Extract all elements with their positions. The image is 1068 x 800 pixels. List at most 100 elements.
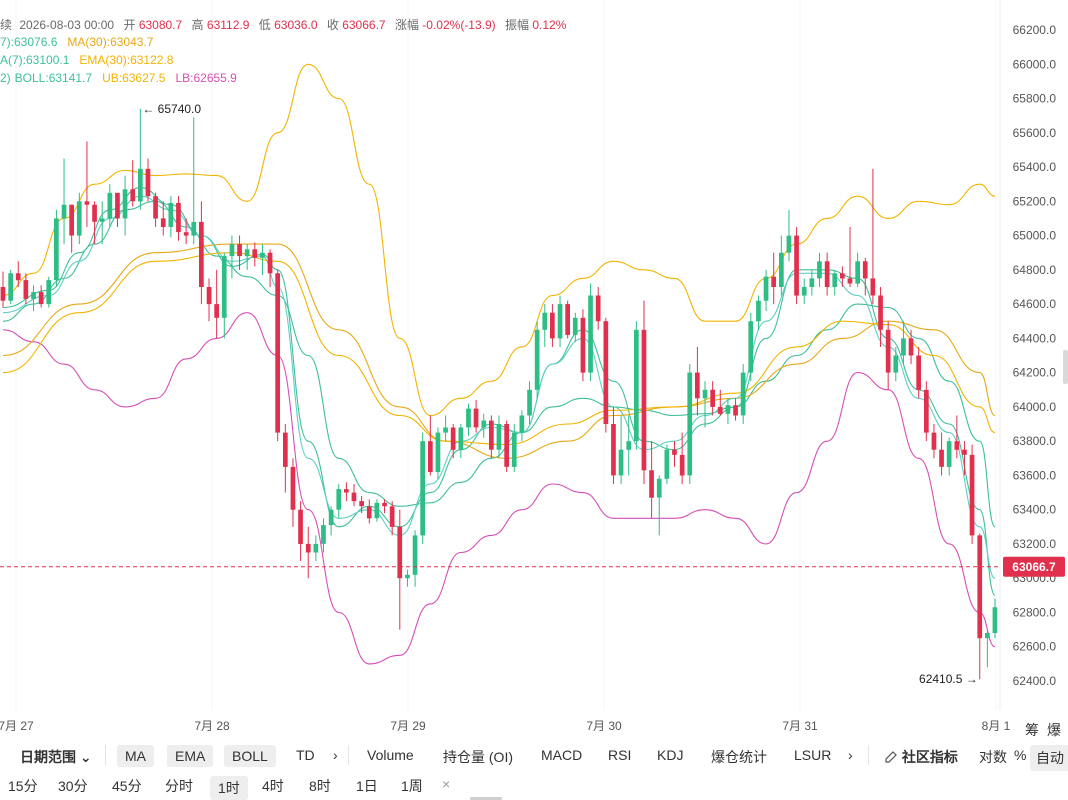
candle-body: [687, 372, 693, 476]
candle-down: [580, 309, 586, 382]
price-tick-label: 65200.0: [1013, 194, 1057, 208]
candle-body: [557, 304, 563, 339]
log-scale-toggle[interactable]: 对数: [979, 749, 1007, 765]
liquidation-button[interactable]: 爆: [1047, 722, 1061, 738]
timeframe-1[interactable]: 30分: [58, 778, 88, 794]
candle-body: [138, 168, 143, 202]
boll-toggle[interactable]: BOLL: [224, 745, 276, 767]
main-indicator-more[interactable]: ›: [333, 747, 338, 763]
time-tick-label: 8月 1: [982, 719, 1011, 733]
date-range-button[interactable]: 日期范围 ⌄: [20, 747, 92, 767]
candle-body: [725, 405, 731, 414]
boll-upper-legend: UB:63627.5: [102, 71, 166, 85]
candle-body: [260, 252, 265, 258]
candle-up: [664, 444, 670, 484]
candle-up: [321, 518, 326, 553]
candle-body: [916, 355, 921, 390]
candle-body: [130, 189, 136, 202]
candle-up: [122, 175, 128, 236]
candle-body: [794, 235, 799, 296]
community-indicator-button[interactable]: 社区指标: [884, 747, 958, 767]
candle-up: [420, 432, 425, 544]
kdj-toggle[interactable]: KDJ: [657, 747, 684, 763]
close-icon[interactable]: ×: [442, 776, 451, 792]
resize-handle[interactable]: [470, 797, 502, 800]
candle-body: [565, 304, 570, 335]
candle-body: [382, 502, 387, 507]
price-tick-label: 65600.0: [1013, 126, 1057, 140]
liquidation-stats-toggle[interactable]: 爆仓统计: [711, 749, 767, 765]
rsi-toggle[interactable]: RSI: [608, 747, 632, 763]
candle-up: [107, 184, 113, 228]
timeframe-6[interactable]: 8时: [309, 778, 331, 794]
td-toggle[interactable]: TD: [296, 747, 315, 763]
timeframe-7[interactable]: 1日: [356, 778, 378, 794]
price-tick-label: 63800.0: [1013, 434, 1057, 448]
candle-body: [496, 424, 502, 450]
current-price-value: 63066.7: [1012, 560, 1056, 574]
open-interest-toggle[interactable]: 持仓量 (OI): [443, 749, 513, 765]
indicator-toolbar: 日期范围 ⌄ MA EMA BOLL TD › Volume 持仓量 (OI) …: [0, 740, 1068, 771]
sub-indicator-more[interactable]: ›: [848, 747, 853, 763]
ema-toggle[interactable]: EMA: [167, 745, 214, 767]
timeframe-8[interactable]: 1周: [401, 778, 423, 794]
timeframe-4[interactable]: 1时: [210, 776, 248, 800]
candle-body: [23, 280, 29, 299]
timeframe-3[interactable]: 分时: [165, 778, 193, 794]
candle-body: [31, 292, 36, 299]
side-panel-handle[interactable]: [1063, 350, 1068, 384]
lsur-toggle[interactable]: LSUR: [794, 747, 832, 763]
candle-down: [794, 227, 799, 305]
timeframe-0[interactable]: 15分: [8, 778, 38, 794]
candle-body: [237, 244, 242, 257]
candle-up: [740, 364, 746, 425]
candle-body: [214, 304, 219, 318]
candle-body: [611, 424, 616, 476]
candle-up: [656, 475, 662, 536]
candle-body: [595, 295, 601, 322]
candlestick-chart[interactable]: 66200.0 66000.0 65800.0 65600.0 65400.0 65200…: [0, 0, 1068, 740]
candle-down: [115, 192, 120, 228]
candle-body: [145, 168, 151, 197]
candle-down: [38, 285, 44, 308]
candle-body: [504, 424, 509, 467]
candle-up: [229, 235, 235, 279]
candle-up: [99, 201, 105, 245]
candle-body: [8, 273, 13, 301]
candle-down: [641, 300, 647, 484]
prefix-text: 续: [0, 18, 13, 32]
time-tick-label: 7月 29: [390, 719, 426, 733]
high-value: 63112.9: [206, 18, 250, 32]
timeframe-5[interactable]: 4时: [262, 778, 284, 794]
candle-body: [443, 427, 448, 433]
macd-toggle[interactable]: MACD: [541, 747, 583, 763]
candle-body: [580, 317, 586, 373]
candle-body: [374, 502, 380, 519]
candle-body: [771, 276, 776, 287]
candle-body: [54, 218, 59, 281]
auto-scale-toggle[interactable]: 自动: [1030, 745, 1068, 771]
candle-body: [176, 203, 181, 233]
ma30-legend: MA(30):63043.7: [67, 35, 154, 49]
percent-scale-toggle[interactable]: %: [1014, 747, 1027, 763]
chip-distribution-button[interactable]: 筹: [1025, 722, 1039, 738]
candle-up: [412, 530, 418, 587]
boll-prefix: 2): [0, 71, 11, 85]
timeframe-2[interactable]: 45分: [112, 778, 142, 794]
candle-body: [46, 280, 52, 305]
boll-upper-line: [2, 63, 996, 417]
candle-down: [359, 495, 364, 514]
candle-body: [908, 338, 914, 356]
candle-body: [328, 509, 334, 526]
ema-legend: A(7):63100.1 EMA(30):63122.8: [0, 53, 183, 67]
candle-down: [344, 482, 349, 502]
candle-body: [679, 454, 685, 476]
volume-toggle[interactable]: Volume: [367, 747, 414, 763]
candle-body: [733, 405, 738, 416]
candle-body: [206, 287, 212, 305]
candle-body: [420, 441, 425, 536]
ma-toggle[interactable]: MA: [117, 745, 154, 767]
candle-down: [153, 192, 158, 228]
candle-down: [15, 261, 21, 287]
price-tick-label: 64600.0: [1013, 297, 1057, 311]
